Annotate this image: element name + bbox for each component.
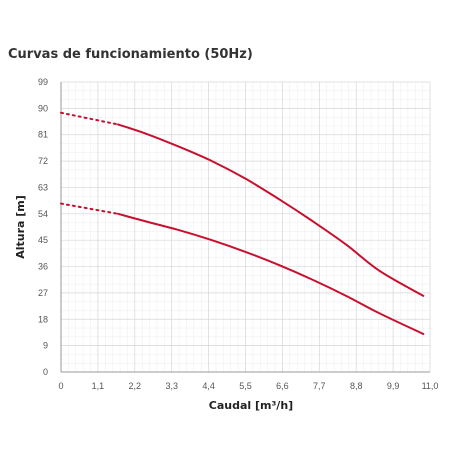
series-lines bbox=[60, 111, 425, 335]
chart-title: Curvas de funcionamiento (50Hz) bbox=[8, 47, 253, 62]
x-tick-label: 7,7 bbox=[313, 381, 326, 391]
axes bbox=[60, 82, 430, 373]
series-1-extrapolated-segment bbox=[60, 111, 120, 126]
series-2-curve bbox=[117, 212, 425, 335]
x-tick-label: 8,8 bbox=[350, 381, 363, 391]
tick-labels: 0 1,1 2,2 3,3 4,4 5,5 6,6 7,7 8,8 9,9 11,0 0 9 18 27 36… bbox=[38, 77, 438, 391]
y-tick-label: 27 bbox=[38, 288, 48, 298]
y-tick-label: 9 bbox=[43, 341, 48, 351]
y-tick-label: 72 bbox=[38, 156, 48, 166]
y-tick-label: 81 bbox=[38, 130, 48, 140]
x-tick-label: 2,2 bbox=[129, 381, 142, 391]
y-axis-label: Altura [m] bbox=[14, 195, 27, 259]
y-tick-label: 99 bbox=[38, 77, 48, 87]
y-tick-label: 90 bbox=[38, 103, 48, 113]
y-tick-label: 54 bbox=[38, 209, 48, 219]
x-tick-label: 6,6 bbox=[276, 381, 289, 391]
y-tick-label: 0 bbox=[43, 367, 48, 377]
y-tick-label: 45 bbox=[38, 235, 48, 245]
x-tick-label: 4,4 bbox=[202, 381, 215, 391]
x-tick-label: 9,9 bbox=[387, 381, 400, 391]
x-tick-label: 3,3 bbox=[165, 381, 178, 391]
y-tick-label: 63 bbox=[38, 182, 48, 192]
x-tick-label: 5,5 bbox=[239, 381, 252, 391]
x-tick-label: 11,0 bbox=[422, 381, 439, 391]
grid bbox=[60, 81, 431, 373]
y-tick-label: 18 bbox=[38, 314, 48, 324]
series-1-curve bbox=[117, 123, 425, 297]
series-2-extrapolated-segment bbox=[60, 202, 120, 215]
y-tick-label: 36 bbox=[38, 262, 48, 272]
x-tick-label: 0 bbox=[58, 381, 63, 391]
x-axis-label: Caudal [m³/h] bbox=[209, 399, 293, 412]
x-tick-label: 1,1 bbox=[92, 381, 105, 391]
